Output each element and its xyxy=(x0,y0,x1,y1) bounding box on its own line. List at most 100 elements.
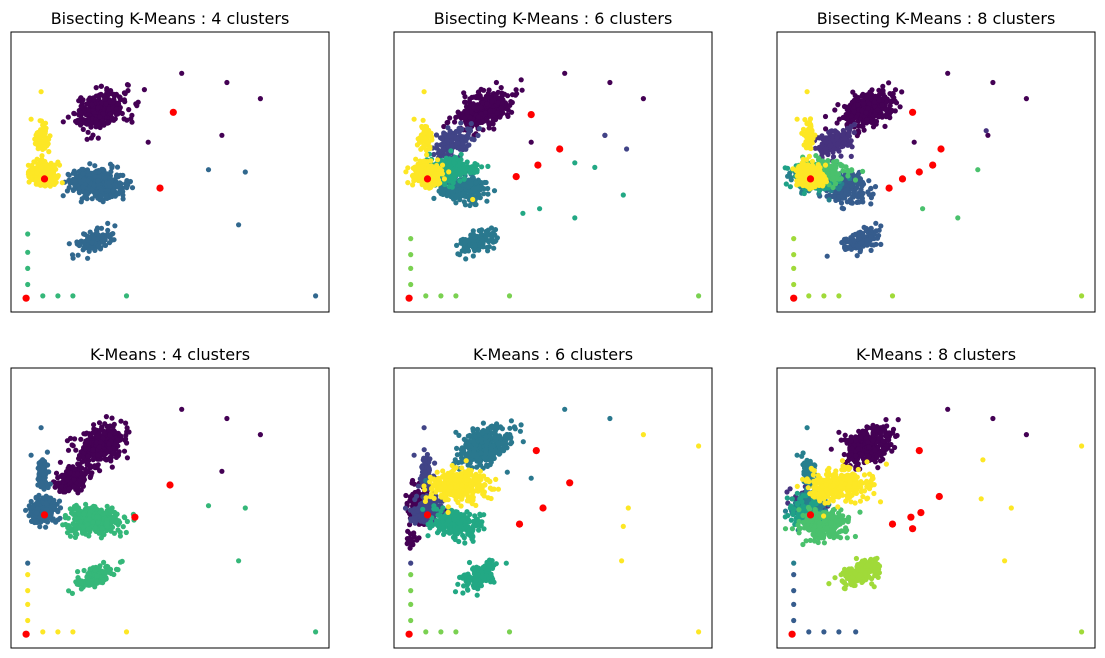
data-point xyxy=(123,293,130,299)
data-point xyxy=(119,110,125,117)
data-point xyxy=(888,98,894,104)
data-point xyxy=(90,447,96,453)
data-point xyxy=(64,477,71,483)
data-point xyxy=(83,446,89,452)
data-point xyxy=(830,175,837,181)
data-point xyxy=(105,119,111,125)
data-point xyxy=(98,193,104,199)
data-point xyxy=(458,151,464,157)
data-point xyxy=(498,105,504,111)
data-point xyxy=(493,238,499,244)
data-point xyxy=(801,190,807,197)
data-point xyxy=(37,118,43,124)
centroid-marker xyxy=(22,294,30,302)
data-point xyxy=(478,240,485,246)
data-point xyxy=(85,237,91,243)
data-point xyxy=(985,132,991,138)
data-point xyxy=(100,118,106,124)
data-point xyxy=(95,178,101,184)
data-point xyxy=(528,139,534,145)
data-point xyxy=(408,281,414,288)
data-point xyxy=(416,166,422,172)
data-point xyxy=(115,453,121,459)
data-point xyxy=(487,108,493,114)
centroid-marker xyxy=(898,175,907,183)
data-point xyxy=(824,253,830,259)
data-point xyxy=(817,165,823,171)
data-point xyxy=(868,195,875,201)
data-point xyxy=(455,251,461,257)
data-point xyxy=(97,92,103,98)
data-point xyxy=(453,293,459,299)
data-point xyxy=(447,163,453,169)
data-point xyxy=(104,86,110,92)
data-point xyxy=(100,166,106,173)
data-point xyxy=(48,160,54,166)
data-point xyxy=(867,237,874,243)
data-point xyxy=(38,89,44,95)
data-point xyxy=(112,182,118,188)
subplot-title: Bisecting K-Means : 6 clusters xyxy=(434,9,673,28)
data-point xyxy=(821,293,827,299)
data-point xyxy=(42,131,48,137)
data-point xyxy=(106,441,112,447)
data-point xyxy=(837,184,843,190)
data-point xyxy=(466,130,472,136)
data-point xyxy=(118,418,124,424)
data-point xyxy=(115,437,121,443)
data-point xyxy=(95,104,101,111)
data-point xyxy=(441,147,447,153)
data-point xyxy=(794,178,800,184)
data-point xyxy=(501,91,508,97)
data-point xyxy=(871,242,877,248)
data-point xyxy=(55,173,61,179)
data-point xyxy=(411,116,417,122)
data-point xyxy=(33,500,40,506)
data-point xyxy=(129,112,135,118)
data-point xyxy=(468,121,474,127)
data-point xyxy=(444,138,450,144)
data-point xyxy=(505,113,511,119)
data-point xyxy=(475,89,481,95)
data-point xyxy=(85,177,91,184)
data-point xyxy=(624,146,630,152)
data-point xyxy=(790,166,796,172)
data-point xyxy=(101,122,107,128)
data-point xyxy=(29,518,35,525)
data-point xyxy=(484,117,490,123)
data-point xyxy=(81,177,87,183)
data-point xyxy=(439,162,446,168)
data-point xyxy=(84,438,90,444)
data-point xyxy=(66,177,72,183)
data-point xyxy=(113,106,119,112)
data-point xyxy=(107,432,113,438)
data-point xyxy=(82,120,88,126)
data-point xyxy=(78,436,84,442)
data-point xyxy=(80,126,86,132)
data-point xyxy=(94,236,101,242)
data-point xyxy=(882,123,888,129)
data-point xyxy=(103,414,109,420)
data-point xyxy=(782,165,788,171)
data-point xyxy=(123,420,129,426)
data-point xyxy=(205,167,212,173)
data-point xyxy=(79,465,85,471)
data-point xyxy=(864,117,870,123)
data-point xyxy=(839,163,846,169)
data-point xyxy=(856,199,862,205)
subplot-title: Bisecting K-Means : 8 clusters xyxy=(817,9,1056,28)
data-point xyxy=(454,167,460,173)
data-point xyxy=(117,184,123,190)
centroid-marker xyxy=(40,175,49,183)
data-point xyxy=(439,136,445,142)
data-point xyxy=(461,199,467,205)
data-point xyxy=(842,243,848,249)
data-point xyxy=(893,100,900,106)
data-point xyxy=(868,247,874,253)
data-point xyxy=(72,436,78,442)
data-point xyxy=(945,70,951,76)
data-point xyxy=(77,242,83,248)
data-point xyxy=(537,206,543,212)
subplot-title: K-Means : 4 clusters xyxy=(90,345,250,364)
data-point xyxy=(865,105,871,111)
